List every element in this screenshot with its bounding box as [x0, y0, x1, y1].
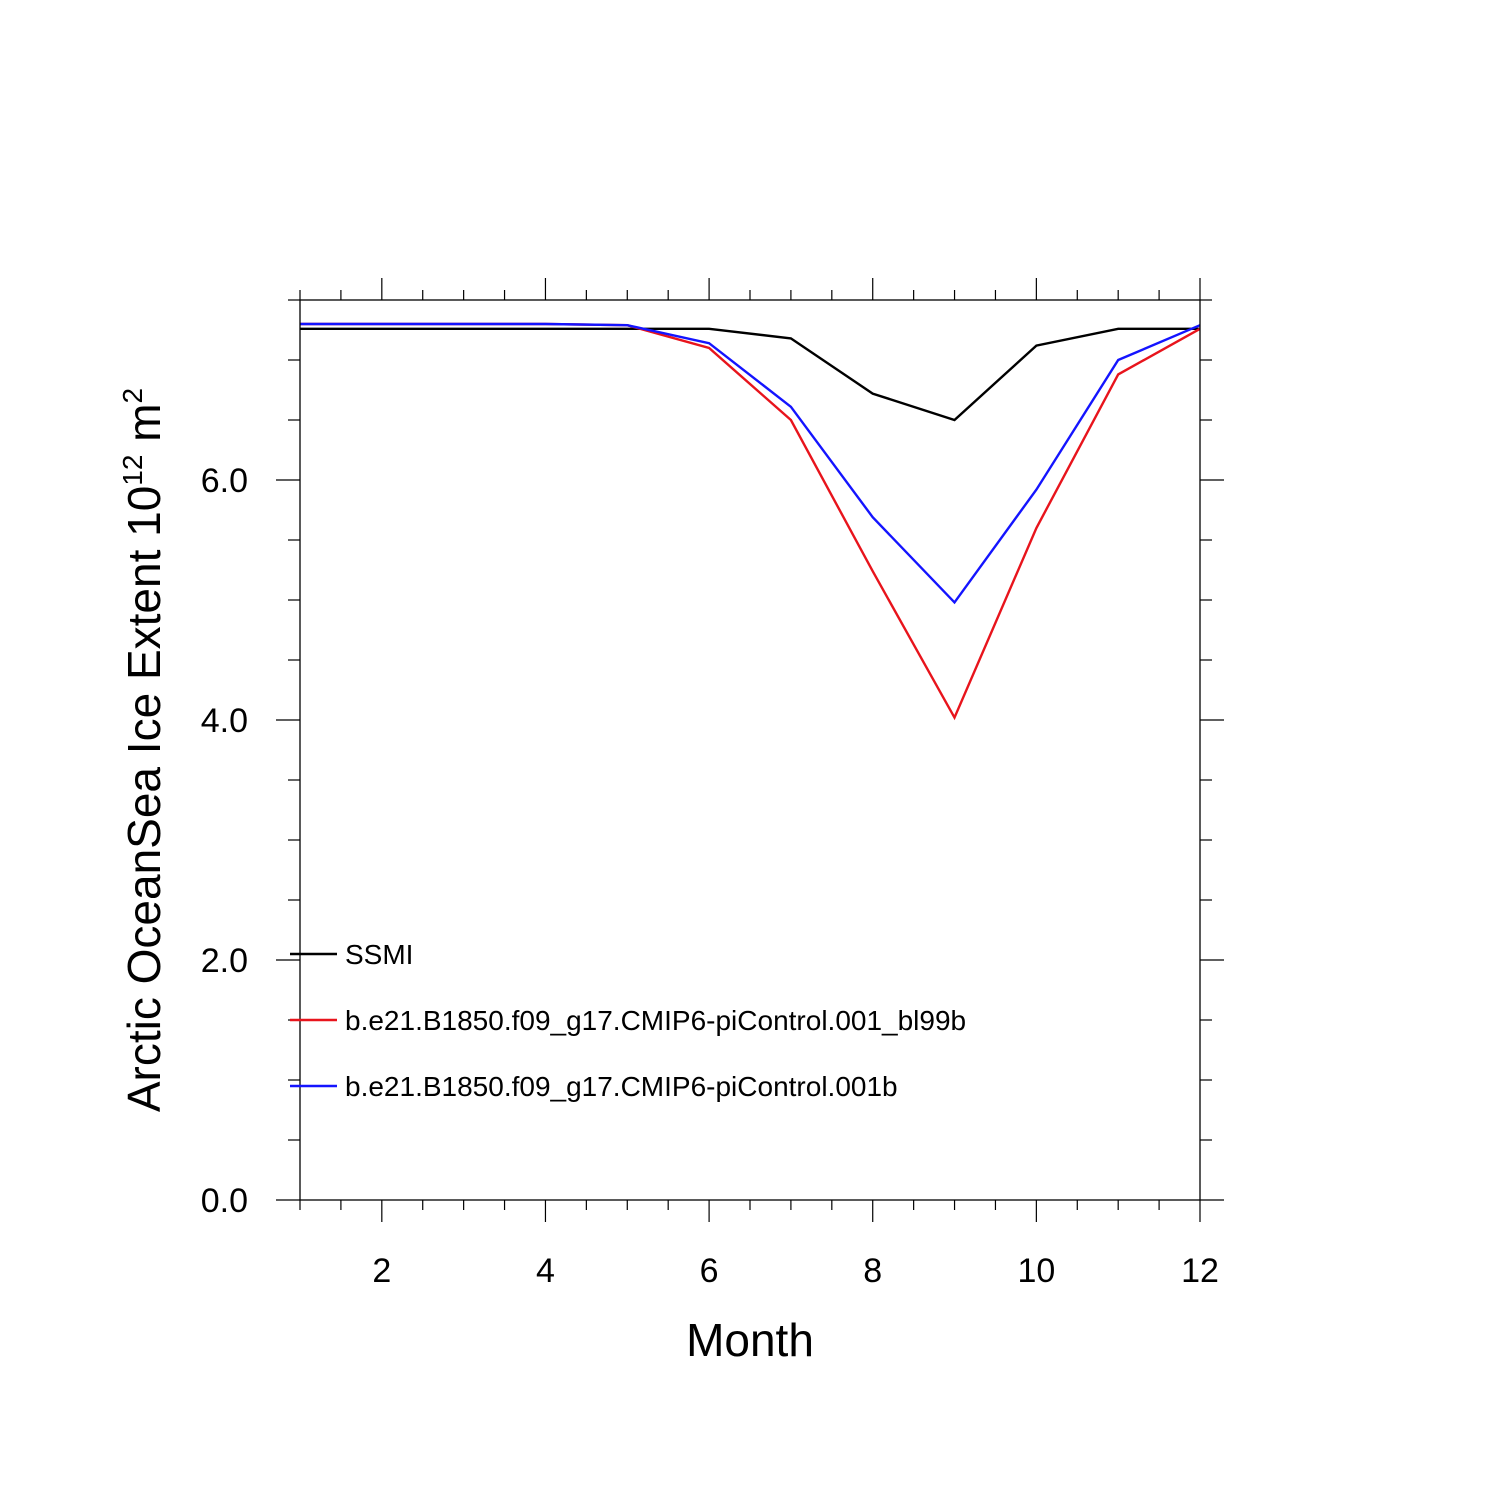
series-layer [300, 322, 1201, 721]
y-axis-title-exponent: 12 [117, 455, 148, 486]
y-tick-label: 4.0 [201, 702, 248, 740]
legend-label-3: b.e21.B1850.f09_g17.CMIP6-piControl.001b [345, 1071, 898, 1102]
y-tick-label: 6.0 [201, 462, 248, 500]
x-tick-label: 6 [700, 1252, 719, 1290]
y-tick-label: 0.0 [201, 1182, 248, 1220]
ticks-layer [276, 278, 1224, 1222]
legend: SSMI b.e21.B1850.f09_g17.CMIP6-piControl.… [290, 939, 966, 1102]
legend-label-1: SSMI [345, 939, 413, 970]
x-tick-label: 12 [1181, 1252, 1219, 1290]
y-axis-title-main: Arctic OceanSea Ice Extent 10 [118, 486, 170, 1112]
x-axis-title: Month [686, 1314, 814, 1366]
series-line-3 [300, 322, 1201, 605]
y-axis-title: Arctic OceanSea Ice Extent 1012 m2 [117, 388, 170, 1112]
tick-labels-layer: 2 4 6 8 10 12 0.0 2.0 4.0 6.0 [201, 462, 1219, 1290]
legend-label-2: b.e21.B1850.f09_g17.CMIP6-piControl.001_… [345, 1005, 966, 1036]
y-tick-label: 2.0 [201, 942, 248, 980]
x-tick-label: 10 [1017, 1252, 1055, 1290]
x-tick-label: 8 [863, 1252, 882, 1290]
x-tick-label: 4 [536, 1252, 555, 1290]
y-axis-title-unit: m [118, 403, 170, 454]
series-line-1 [300, 327, 1200, 422]
y-axis-title-unit-exponent: 2 [117, 388, 148, 404]
plot-frame [299, 299, 1201, 1201]
x-tick-label: 2 [372, 1252, 391, 1290]
